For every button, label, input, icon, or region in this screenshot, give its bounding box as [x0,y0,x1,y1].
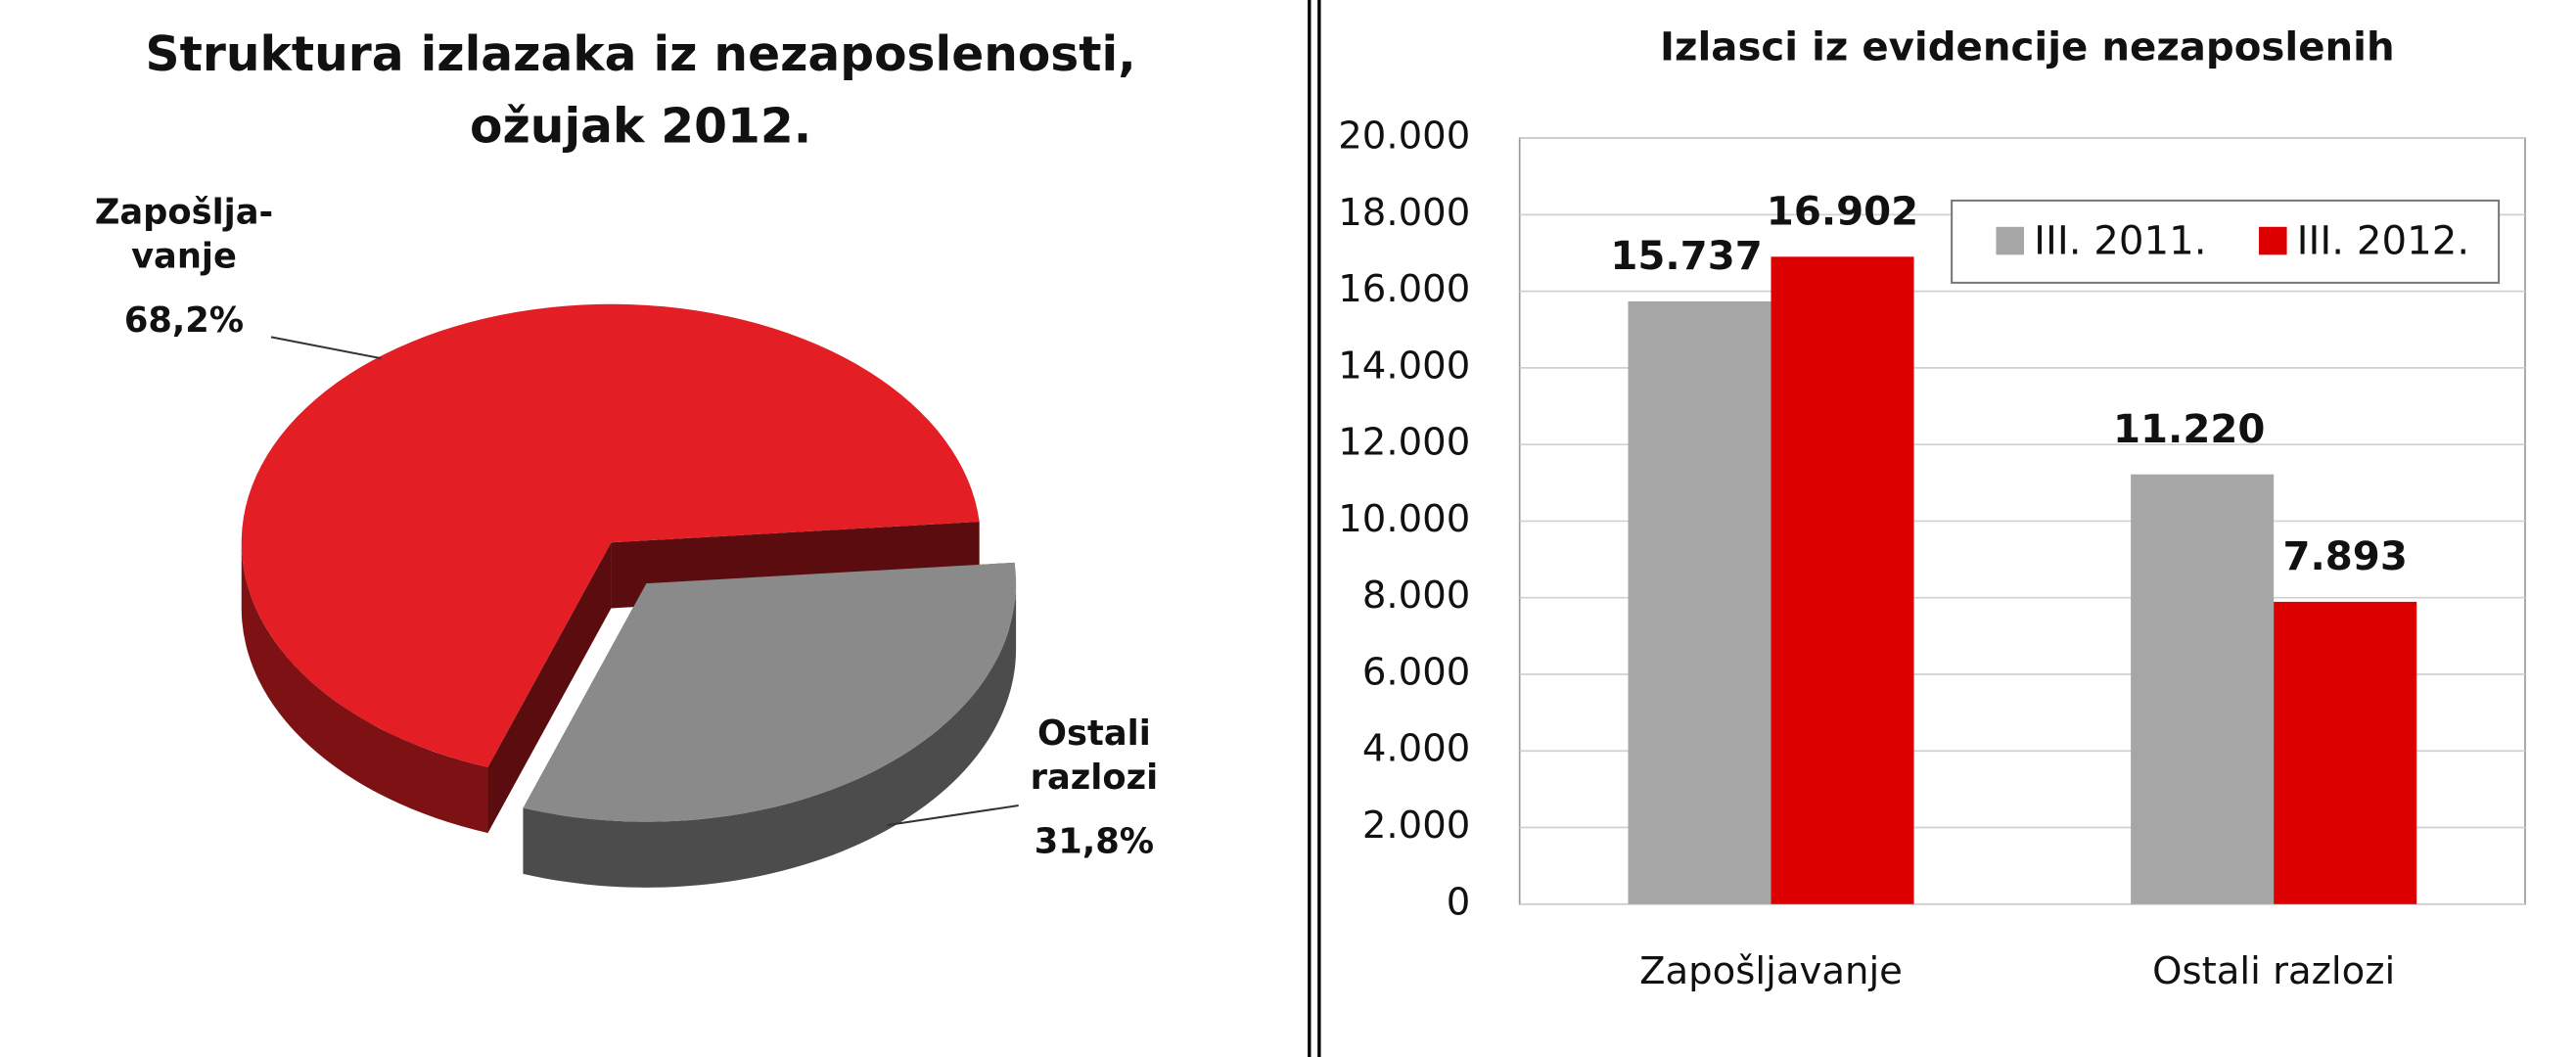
bar-value-label: 15.737 [1610,233,1762,279]
y-tick-label: 12.000 [1338,421,1470,465]
bar [2274,601,2417,904]
slice-value-label: 31,8% [1035,822,1154,862]
legend-box [1951,199,2501,284]
bar-value-label: 7.893 [2282,533,2407,579]
y-tick-label: 10.000 [1338,497,1470,541]
bar [1628,300,1771,904]
bar-value-label: 11.220 [2113,406,2265,452]
y-tick-label: 8.000 [1362,574,1470,618]
leader-line [887,804,1019,827]
y-tick-label: 4.000 [1362,727,1470,771]
y-tick-label: 18.000 [1338,191,1470,235]
slice-side [241,542,488,834]
bar-value-label: 16.902 [1767,189,1918,235]
pie-slice [523,562,1017,822]
y-tick-label: 20.000 [1338,115,1470,159]
slice-label: Ostali razlozi [1031,713,1159,798]
legend-swatch [2259,226,2287,255]
leader-line [270,336,382,360]
slice-value-label: 68,2% [124,300,244,341]
y-tick-label: 16.000 [1338,267,1470,311]
x-tick-label: Ostali razlozi [2152,949,2395,993]
bar [2131,474,2275,904]
legend-swatch [1996,226,2024,255]
pie-slice [241,303,980,767]
bar [1771,256,1914,904]
slice-label: Zapošlja-vanje [95,192,273,276]
pie-title: Struktura izlazaka iz nezaposlenosti, ožu… [146,27,1136,155]
legend-label: III. 2011. [2034,218,2207,264]
y-tick-label: 6.000 [1362,650,1470,694]
y-tick-label: 0 [1447,880,1471,924]
bar-title: Izlasci iz evidencije nezaposlenih [1660,23,2395,69]
y-tick-label: 2.000 [1362,804,1470,848]
legend-label: III. 2012. [2297,218,2470,264]
x-tick-label: Zapošljavanje [1639,949,1903,993]
slice-cut-face [487,542,612,834]
y-tick-label: 14.000 [1338,344,1470,388]
slice-side [523,583,1017,888]
